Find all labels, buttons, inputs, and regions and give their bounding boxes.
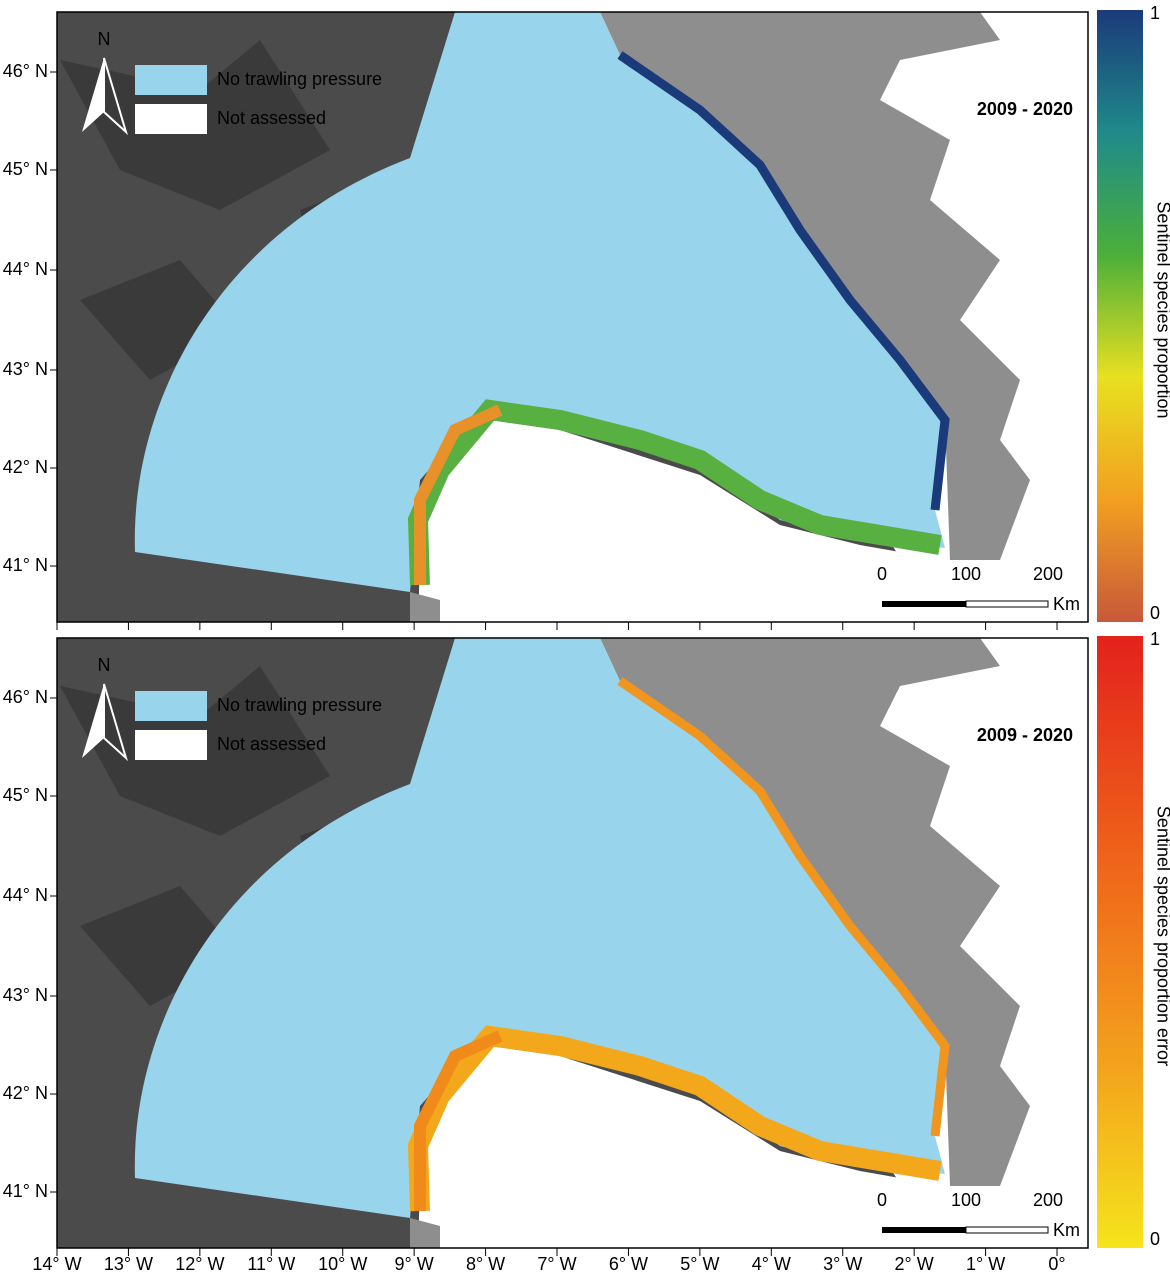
lat-label: 46° N — [3, 61, 48, 81]
north-arrow — [82, 684, 104, 758]
scale-bar — [882, 1227, 966, 1233]
lat-label: 41° N — [3, 555, 48, 575]
legend-swatch — [135, 691, 207, 721]
lon-label: 12° W — [175, 1254, 224, 1274]
lat-label: 46° N — [3, 687, 48, 707]
sea-area — [134, 12, 945, 592]
north-arrow — [103, 57, 128, 136]
colorbar-max: 1 — [1150, 3, 1160, 23]
land-iberia — [418, 1046, 950, 1248]
period-label: 2009 - 2020 — [977, 99, 1073, 119]
legend-swatch — [135, 104, 207, 134]
scale-label: 0 — [877, 1190, 887, 1210]
coastal-cells — [617, 51, 950, 511]
scale-unit: Km — [1053, 1220, 1080, 1240]
lon-label: 2° W — [895, 1254, 934, 1274]
map-frame — [56, 637, 1089, 1249]
colorbar-min: 0 — [1150, 603, 1160, 623]
lon-label: 9° W — [395, 1254, 434, 1274]
period-label: 2009 - 2020 — [977, 725, 1073, 745]
lat-label: 45° N — [3, 159, 48, 179]
colorbar-title: Sentinel species proportion — [1153, 201, 1170, 418]
lon-label: 4° W — [752, 1254, 791, 1274]
coastal-cells — [617, 677, 950, 1137]
lat-label: 45° N — [3, 785, 48, 805]
map-body — [57, 12, 1088, 622]
lon-label: 5° W — [680, 1254, 719, 1274]
north-label: N — [98, 29, 111, 49]
scale-bar — [965, 600, 1049, 608]
colorbar-min: 0 — [1150, 1229, 1160, 1249]
lon-label: 3° W — [823, 1254, 862, 1274]
lon-label: 7° W — [537, 1254, 576, 1274]
scale-bar — [965, 1226, 1049, 1234]
scale-label: 200 — [1033, 1190, 1063, 1210]
legend-swatch — [135, 65, 207, 95]
scale-unit: Km — [1053, 594, 1080, 614]
lon-label: 11° W — [247, 1254, 295, 1274]
land-iberia — [418, 420, 950, 622]
sea-area — [134, 638, 945, 1218]
scale-label: 100 — [951, 1190, 981, 1210]
map-body — [57, 638, 1088, 1248]
lon-label: 13° W — [104, 1254, 153, 1274]
colorbar-max: 1 — [1150, 629, 1160, 649]
scale-label: 200 — [1033, 564, 1063, 584]
scale-bar — [882, 601, 966, 607]
map-panel: N No trawling pressure Not assessed 2009 - … — [3, 3, 1170, 630]
map-frame — [56, 11, 1089, 623]
land-gray-corner — [410, 1218, 440, 1248]
north-arrow — [82, 58, 104, 132]
legend-label: No trawling pressure — [217, 695, 382, 715]
lat-label: 42° N — [3, 1083, 48, 1103]
lon-label: 6° W — [609, 1254, 648, 1274]
lat-label: 42° N — [3, 457, 48, 477]
coastal-cells — [414, 404, 503, 585]
lon-label: 14° W — [32, 1254, 81, 1274]
lon-label: 8° W — [466, 1254, 505, 1274]
land-gray-corner — [410, 592, 440, 622]
scale-label: 100 — [951, 564, 981, 584]
north-label: N — [98, 655, 111, 675]
colorbar — [1097, 10, 1143, 622]
lat-label: 43° N — [3, 359, 48, 379]
lat-label: 44° N — [3, 259, 48, 279]
lat-label: 44° N — [3, 885, 48, 905]
lat-label: 41° N — [3, 1181, 48, 1201]
map-panel: N No trawling pressure Not assessed 2009 - … — [3, 629, 1170, 1256]
land-france — [600, 12, 1030, 560]
legend-swatch — [135, 730, 207, 760]
lon-label: 0° — [1048, 1254, 1065, 1274]
coastal-cells — [414, 1030, 503, 1211]
lat-label: 43° N — [3, 985, 48, 1005]
land-france — [600, 638, 1030, 1186]
colorbar — [1097, 636, 1143, 1248]
legend-label: Not assessed — [217, 734, 326, 754]
legend-label: No trawling pressure — [217, 69, 382, 89]
legend-label: Not assessed — [217, 108, 326, 128]
north-arrow — [103, 683, 128, 762]
lon-label: 10° W — [318, 1254, 367, 1274]
scale-label: 0 — [877, 564, 887, 584]
colorbar-title: Sentinel species proportion error — [1153, 806, 1170, 1066]
lon-label: 1° W — [966, 1254, 1005, 1274]
